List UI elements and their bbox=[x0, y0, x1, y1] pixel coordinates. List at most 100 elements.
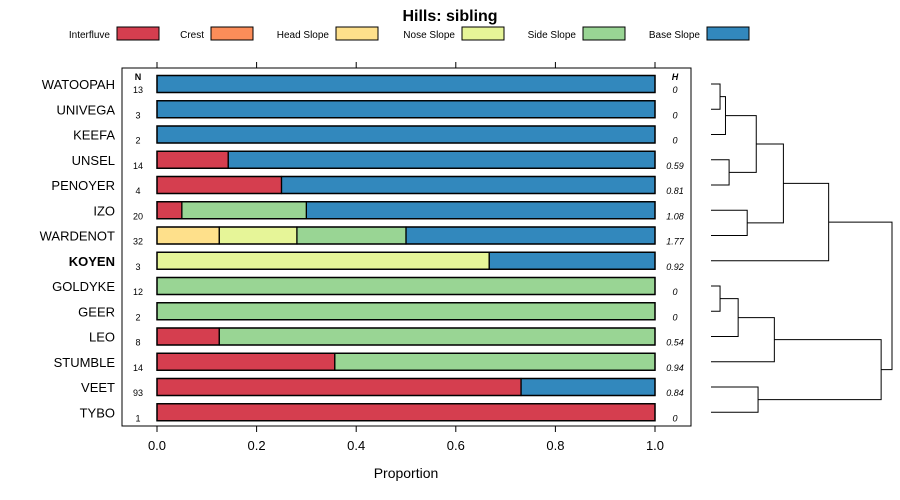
legend-swatch-nose-slope bbox=[461, 26, 505, 41]
n-value: 12 bbox=[133, 287, 143, 297]
legend-swatch-side-slope bbox=[582, 26, 626, 41]
legend-swatch-base-slope bbox=[706, 26, 750, 41]
bar-outline bbox=[156, 74, 656, 94]
h-value: 0 bbox=[672, 312, 677, 322]
legend-label-interfluve: Interfluve bbox=[69, 30, 111, 41]
bar-outline bbox=[156, 403, 656, 422]
bar-row-stumble: STUMBLE 14 0.94 bbox=[54, 352, 684, 373]
row-label: GEER bbox=[78, 304, 115, 319]
h-value: 0.81 bbox=[666, 186, 684, 196]
row-label: UNIVEGA bbox=[56, 102, 115, 117]
h-value: 0.84 bbox=[666, 388, 684, 398]
bar-segment-nose-slope bbox=[219, 227, 297, 244]
row-label: STUMBLE bbox=[54, 355, 116, 370]
x-tick-label: 0.4 bbox=[347, 438, 365, 453]
bar-outline bbox=[156, 175, 656, 195]
bar-segment-side-slope bbox=[157, 277, 655, 295]
bar-segment-base-slope bbox=[281, 176, 655, 194]
bar-segment-interfluve bbox=[157, 353, 335, 371]
n-value: 14 bbox=[133, 363, 143, 373]
dendrogram-branch bbox=[711, 209, 748, 236]
n-column-header: N bbox=[135, 72, 142, 82]
row-label: IZO bbox=[93, 203, 115, 218]
legend-label-nose-slope: Nose Slope bbox=[403, 30, 455, 41]
dendrogram-branch bbox=[711, 182, 830, 262]
dendrogram-branch bbox=[711, 298, 739, 337]
bar-segment-base-slope bbox=[228, 151, 656, 169]
x-tick-label: 0.6 bbox=[447, 438, 465, 453]
bar-segment-interfluve bbox=[157, 403, 655, 421]
legend-swatch-crest bbox=[210, 26, 254, 41]
x-axis: 0.0 0.2 0.4 0.6 0.8 1.0 bbox=[148, 62, 664, 453]
bar-segment-interfluve bbox=[157, 151, 229, 169]
row-label: KOYEN bbox=[69, 254, 115, 269]
x-tick-label: 0.0 bbox=[148, 438, 166, 453]
legend-label-side-slope: Side Slope bbox=[528, 30, 577, 41]
n-value: 2 bbox=[135, 312, 140, 322]
bar-row-izo: IZO 20 1.08 bbox=[93, 201, 684, 221]
h-value: 1.08 bbox=[666, 211, 684, 221]
h-column-header: H bbox=[672, 72, 679, 82]
bar-row-wardenot: WARDENOT 32 1.77 bbox=[40, 226, 685, 247]
bar-segment-base-slope bbox=[157, 100, 655, 118]
h-value: 0 bbox=[672, 413, 677, 423]
bar-row-tybo: TYBO 1 0 bbox=[80, 403, 678, 423]
legend-label-crest: Crest bbox=[180, 30, 204, 41]
row-label: TYBO bbox=[80, 405, 115, 420]
row-label: GOLDYKE bbox=[52, 279, 115, 294]
h-value: 0.94 bbox=[666, 363, 684, 373]
bar-row-leo: LEO 8 0.54 bbox=[89, 327, 684, 348]
legend-swatch-interfluve bbox=[116, 26, 160, 41]
dendrogram-branch bbox=[711, 83, 721, 110]
bar-row-univega: UNIVEGA 3 0 bbox=[56, 100, 678, 120]
bar-outline bbox=[156, 150, 656, 169]
n-value: 20 bbox=[133, 211, 143, 221]
bar-row-koyen: KOYEN 3 0.92 bbox=[69, 251, 684, 272]
bar-segment-side-slope bbox=[157, 302, 655, 320]
bar-segment-base-slope bbox=[521, 378, 655, 396]
n-value: 14 bbox=[133, 161, 143, 171]
row-label: WATOOPAH bbox=[42, 77, 115, 92]
bar-segment-interfluve bbox=[157, 378, 522, 396]
dendrogram-branch bbox=[725, 115, 757, 173]
bar-segment-interfluve bbox=[157, 176, 282, 194]
legend: Interfluve Crest Head Slope Nose Slope Side … bbox=[69, 26, 750, 41]
n-value: 13 bbox=[133, 85, 143, 95]
dendrogram bbox=[711, 83, 893, 413]
legend-label-base-slope: Base Slope bbox=[649, 30, 701, 41]
h-value: 0.59 bbox=[666, 161, 684, 171]
bar-outline bbox=[156, 377, 656, 397]
row-label: VEET bbox=[81, 380, 115, 395]
legend-swatch-head-slope bbox=[335, 26, 379, 41]
h-value: 0.54 bbox=[666, 338, 684, 348]
n-value: 3 bbox=[135, 262, 140, 272]
bar-segment-nose-slope bbox=[157, 252, 490, 270]
bar-segment-base-slope bbox=[306, 201, 655, 219]
bar-outline bbox=[156, 276, 656, 296]
plot-panel bbox=[121, 67, 692, 427]
bar-outline bbox=[156, 327, 656, 346]
chart-title: Hills: sibling bbox=[402, 8, 497, 25]
bar-segment-base-slope bbox=[489, 252, 655, 270]
dendrogram-branch bbox=[711, 285, 721, 312]
bar-segment-interfluve bbox=[157, 201, 182, 219]
n-value: 4 bbox=[135, 186, 140, 196]
n-value: 3 bbox=[135, 110, 140, 120]
bar-segment-head-slope bbox=[157, 227, 220, 244]
bar-row-keefa: KEEFA 2 0 bbox=[73, 125, 678, 146]
bar-row-unsel: UNSEL 14 0.59 bbox=[72, 150, 684, 171]
x-tick-label: 0.8 bbox=[546, 438, 564, 453]
dendrogram-branch bbox=[828, 221, 893, 371]
bar-outline bbox=[156, 125, 656, 144]
dendrogram-branch bbox=[711, 96, 726, 135]
row-label: KEEFA bbox=[73, 128, 115, 143]
bar-row-goldyke: GOLDYKE 12 0 bbox=[52, 276, 678, 297]
n-value: 93 bbox=[133, 388, 143, 398]
dendrogram-branch bbox=[747, 143, 784, 224]
bar-row-watoopah: WATOOPAH 13 0 bbox=[42, 74, 678, 95]
bar-outline bbox=[156, 251, 656, 270]
row-label: PENOYER bbox=[51, 178, 115, 193]
h-value: 0 bbox=[672, 287, 677, 297]
x-tick-label: 0.2 bbox=[248, 438, 266, 453]
